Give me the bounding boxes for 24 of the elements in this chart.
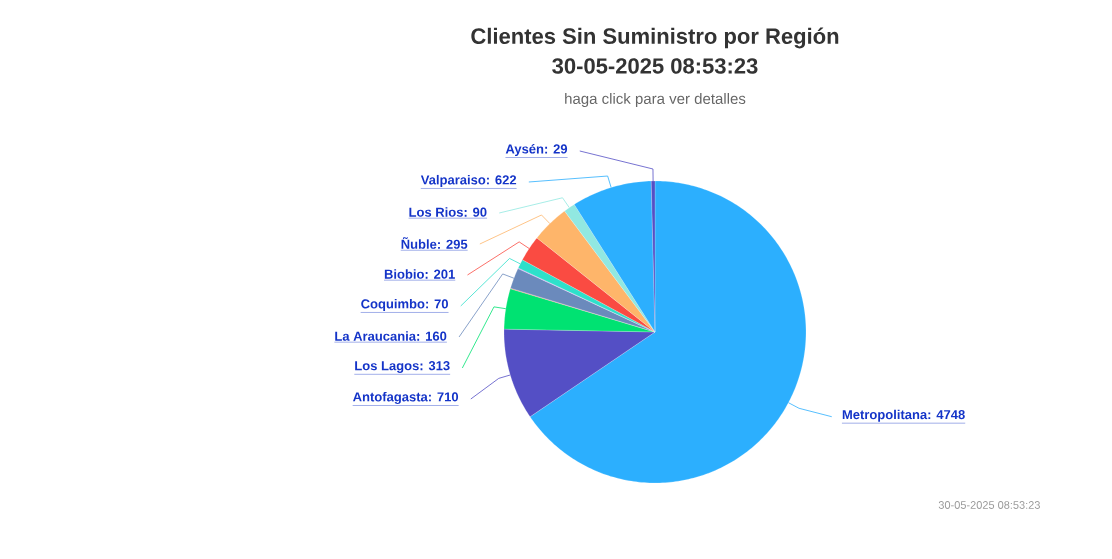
slice-label: Los Rios (409, 207, 463, 217)
chart-title: Clientes Sin Suministro por Región (471, 27, 839, 49)
slice-label: Los Lagos (355, 361, 419, 373)
slice-label: Aysén (505, 143, 544, 157)
slice-label: La Araucania (335, 331, 417, 341)
chart-subtitle: haga click para ver detalles (565, 93, 746, 107)
text: 30-05-2025 08:53:23 (552, 58, 758, 74)
data-label: : 201 (425, 269, 455, 279)
data-label: : 295 (438, 239, 468, 249)
data-label: : 160 (417, 331, 447, 341)
slice-label: Ñuble (401, 237, 437, 249)
data-label: : 4748 (928, 410, 965, 420)
data-label: : 90 (464, 207, 487, 217)
slice-label: Biobio (384, 269, 424, 279)
slice-label: Valparaiso (420, 174, 486, 188)
slice-label: Metropolitana (842, 409, 928, 422)
data-label: : 710 (429, 392, 459, 402)
data-label: : 313 (420, 361, 450, 371)
slice-label: Antofagasta (352, 391, 428, 405)
text: 30-05-2025 08:53:23 (938, 501, 1040, 509)
data-label: : 622 (487, 175, 517, 185)
slice-label: Coquimbo (361, 298, 425, 312)
data-label: : 70 (426, 299, 448, 309)
data-label: : 29 (545, 144, 568, 154)
